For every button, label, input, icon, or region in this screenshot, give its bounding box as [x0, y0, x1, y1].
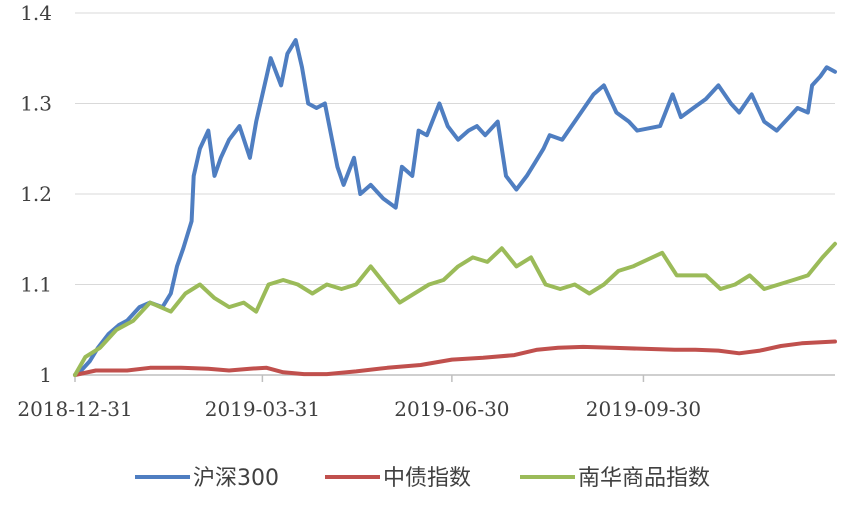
y-tick-label: 1 [39, 363, 52, 387]
x-axis: 2018-12-31 2019-03-31 2019-06-30 2019-09-30 [17, 374, 835, 421]
x-tick-label: 2019-09-30 [586, 397, 701, 421]
y-tick-label: 1.4 [20, 1, 52, 25]
grid-lines [75, 12, 835, 285]
x-tick-label: 2019-03-31 [205, 397, 320, 421]
legend: 沪深300 中债指数 南华商品指数 [135, 466, 710, 491]
legend-item: 中债指数 [325, 466, 471, 491]
y-tick-label: 1.2 [20, 182, 52, 206]
y-tick-label: 1.3 [20, 92, 52, 116]
legend-label: 沪深300 [193, 466, 279, 491]
y-tick-label: 1.1 [20, 273, 52, 297]
series-line-1 [73, 339, 837, 377]
legend-label: 中债指数 [383, 466, 471, 491]
legend-label: 南华商品指数 [578, 466, 710, 491]
series-lines [73, 38, 837, 377]
x-tick-label: 2019-06-30 [394, 397, 509, 421]
y-axis-ticks: 1 1.1 1.2 1.3 1.4 [20, 1, 52, 387]
series-line-2 [73, 241, 837, 377]
legend-item: 沪深300 [135, 466, 279, 491]
legend-item: 南华商品指数 [520, 466, 710, 491]
x-tick-label: 2018-12-31 [17, 397, 132, 421]
series-line-0 [73, 38, 837, 377]
